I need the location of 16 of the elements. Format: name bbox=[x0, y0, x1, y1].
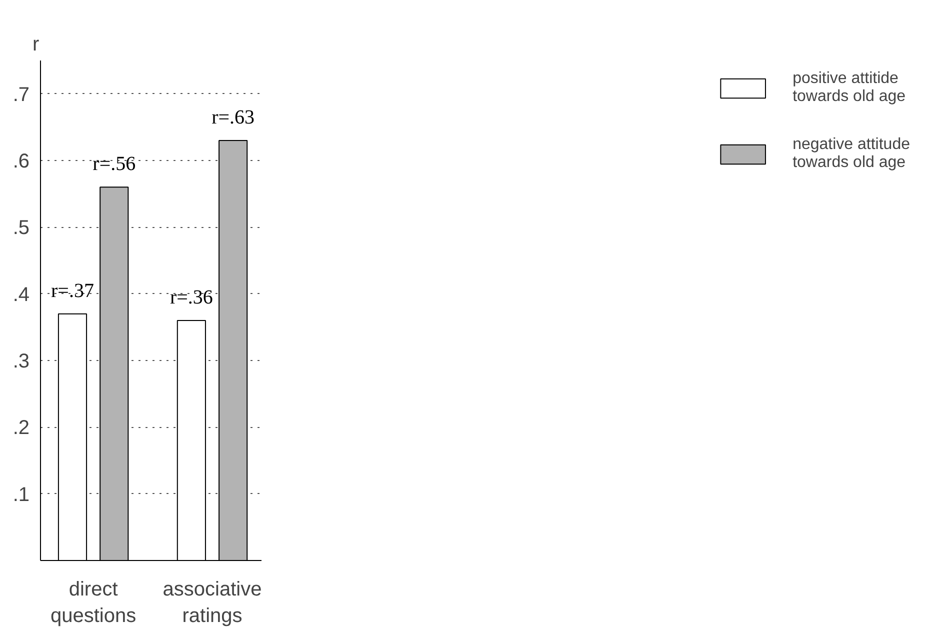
legend-label: negative attitude towards old age bbox=[792, 136, 910, 172]
y-tick-label: .5 bbox=[12, 217, 30, 240]
y-tick-label: .7 bbox=[12, 84, 30, 106]
y-tick-label: .6 bbox=[12, 150, 30, 172]
x-tick-label: associative ratings bbox=[162, 578, 262, 627]
y-axis-title: r bbox=[32, 34, 40, 56]
data-label: r=.63 bbox=[212, 106, 255, 128]
y-tick-label: .1 bbox=[12, 484, 30, 506]
data-label: r=.36 bbox=[170, 286, 213, 308]
y-tick-label: .4 bbox=[12, 284, 30, 306]
legend-label: positive attitide towards old age bbox=[792, 70, 906, 106]
data-label: r=.56 bbox=[92, 153, 136, 176]
y-tick-label: .3 bbox=[12, 350, 30, 372]
x-tick-label: direct questions bbox=[50, 578, 136, 627]
data-label: r=.37 bbox=[51, 280, 94, 302]
y-tick-label: .2 bbox=[12, 417, 30, 440]
